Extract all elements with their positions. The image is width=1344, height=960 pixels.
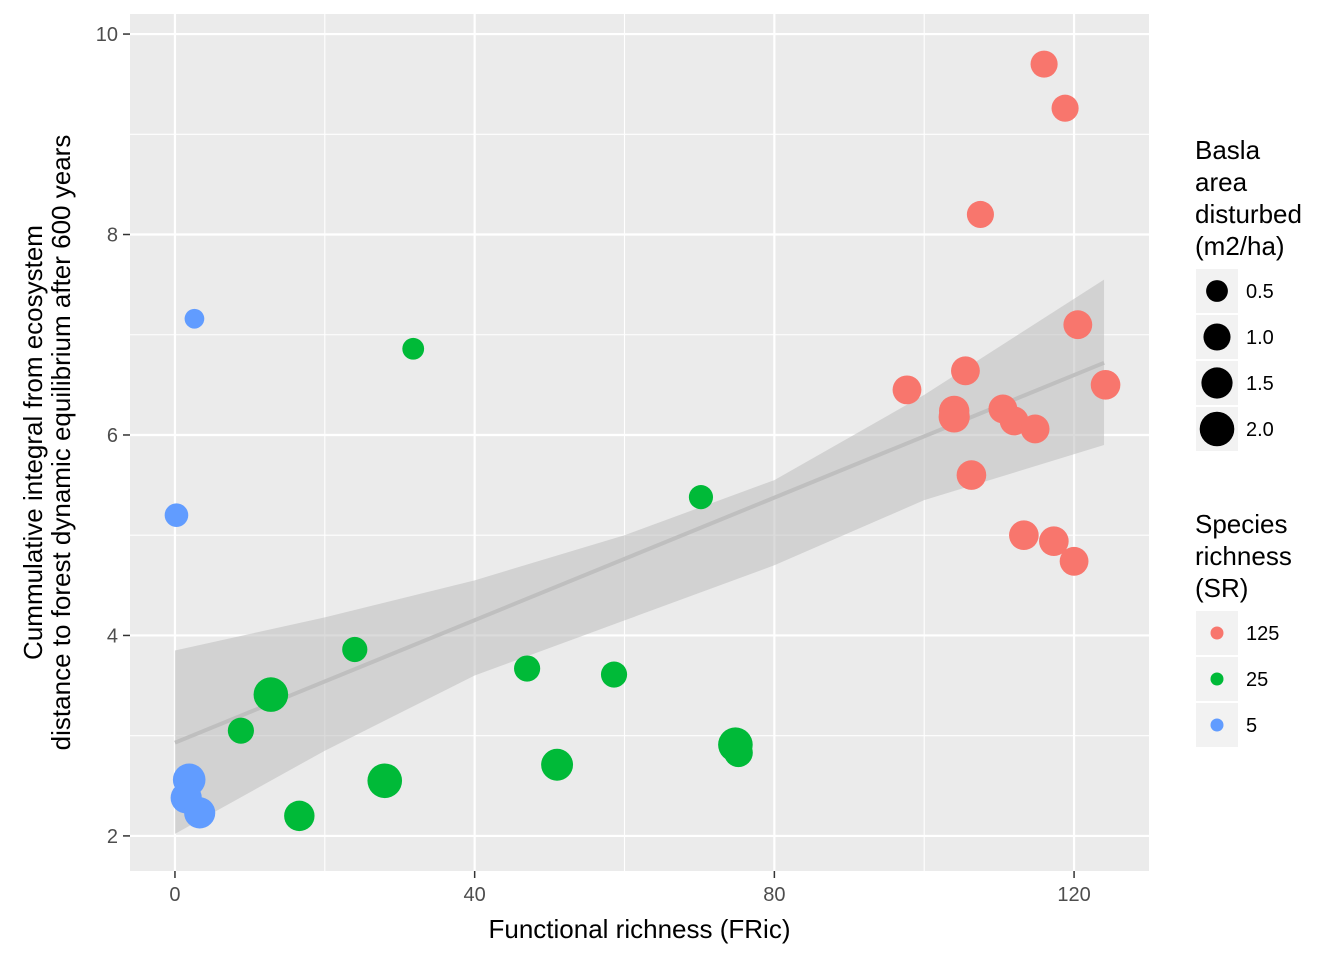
data-point-sr-125 (1030, 50, 1058, 78)
data-point-sr-125 (1090, 370, 1121, 400)
data-point-sr-125 (1059, 546, 1089, 576)
y-axis-title-line-2: distance to forest dynamic equilibrium a… (46, 135, 76, 751)
data-point-sr-25 (284, 800, 315, 832)
size-legend-label: 1.5 (1246, 373, 1274, 395)
y-axis: 2 4 6 8 10 (96, 24, 130, 848)
data-point-sr-25 (688, 485, 714, 510)
y-tick-label: 4 (107, 625, 118, 647)
data-point-sr-125 (1051, 94, 1079, 122)
x-axis-title: Functional richness (FRic) (489, 914, 791, 944)
color-legend-label: 25 (1246, 669, 1268, 691)
color-legend-title-line-1: Species (1195, 509, 1288, 539)
color-legend-label: 125 (1246, 623, 1279, 645)
size-legend-key (1203, 323, 1231, 351)
data-point-sr-125 (966, 200, 994, 229)
size-legend-label: 2.0 (1246, 419, 1274, 441)
data-point-sr-25 (541, 748, 574, 781)
size-legend: Basla area disturbed (m2/ha) 0.5 1.0 1.5 2.… (1195, 135, 1302, 451)
x-tick-label: 0 (169, 884, 180, 906)
size-legend-title-line-4: (m2/ha) (1195, 231, 1285, 261)
x-axis: 0 40 80 120 (169, 871, 1091, 906)
color-legend-key (1210, 718, 1224, 732)
data-point-sr-5 (164, 503, 189, 527)
size-legend-key (1199, 411, 1235, 447)
color-legend-key (1210, 626, 1224, 640)
data-point-sr-25 (514, 655, 541, 682)
data-point-sr-125 (1039, 526, 1069, 557)
color-legend-key (1210, 672, 1224, 686)
x-tick-label: 120 (1057, 884, 1090, 906)
y-tick-label: 10 (96, 24, 118, 46)
size-legend-label: 1.0 (1246, 327, 1274, 349)
x-tick-label: 40 (464, 884, 486, 906)
data-point-sr-125 (1009, 520, 1039, 551)
data-point-sr-25 (718, 727, 753, 763)
color-legend-title-line-3: (SR) (1195, 573, 1248, 603)
y-tick-label: 6 (107, 425, 118, 447)
data-point-sr-25 (253, 677, 289, 712)
data-point-sr-125 (1020, 414, 1050, 444)
x-tick-label: 80 (763, 884, 785, 906)
data-point-sr-125 (892, 375, 922, 405)
points-layer (164, 50, 1121, 832)
color-legend-label: 5 (1246, 715, 1257, 737)
data-point-sr-5 (184, 797, 216, 829)
size-legend-key (1201, 367, 1233, 399)
color-legend: Species richness (SR) 125 25 5 (1195, 509, 1292, 747)
color-legend-title-line-2: richness (1195, 541, 1292, 571)
size-legend-label: 0.5 (1246, 281, 1274, 303)
size-legend-key (1206, 280, 1228, 302)
size-legend-title-line-1: Basla (1195, 135, 1261, 165)
confidence-band (174, 279, 1105, 834)
data-point-sr-25 (367, 763, 403, 799)
data-point-sr-25 (342, 636, 368, 663)
data-point-sr-125 (1063, 310, 1093, 340)
data-point-sr-25 (227, 717, 254, 744)
data-point-sr-125 (956, 460, 987, 490)
data-point-sr-25 (402, 337, 425, 360)
data-point-sr-125 (938, 401, 970, 433)
y-tick-label: 2 (107, 826, 118, 848)
size-legend-title-line-3: disturbed (1195, 199, 1302, 229)
data-point-sr-5 (184, 308, 205, 329)
y-axis-title-line-1: Cummulative integral from ecosystem (18, 225, 48, 660)
data-point-sr-125 (951, 356, 980, 386)
data-point-sr-25 (600, 661, 628, 688)
size-legend-title-line-2: area (1195, 167, 1248, 197)
y-tick-label: 8 (107, 225, 118, 247)
